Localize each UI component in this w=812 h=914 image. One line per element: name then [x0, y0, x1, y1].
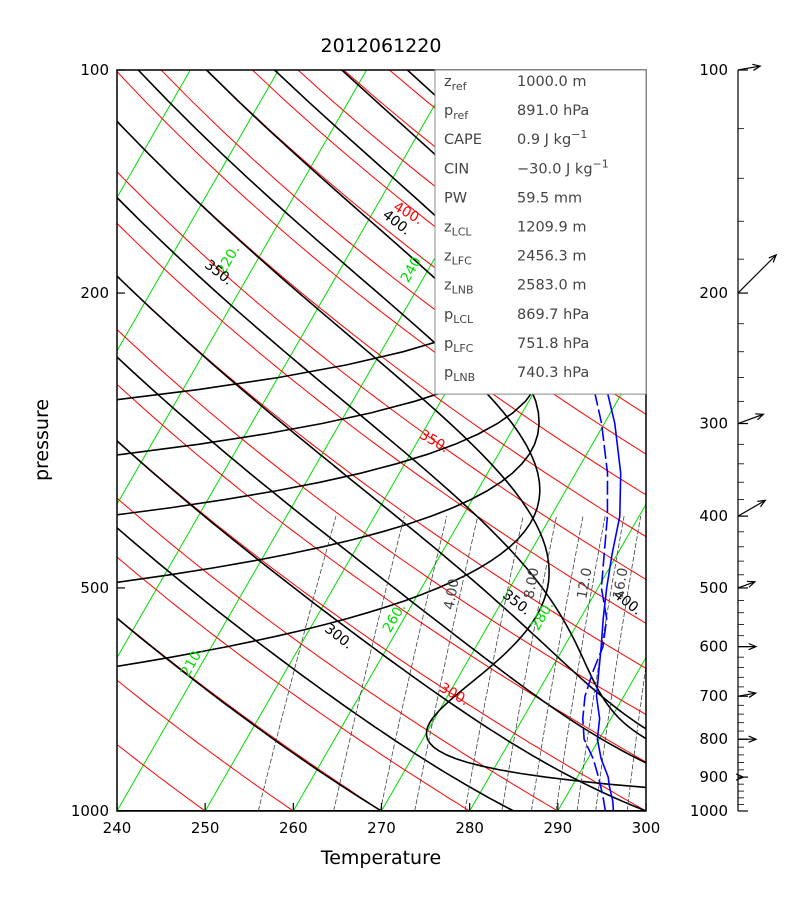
parameter-value: 1209.9 m: [517, 220, 586, 236]
y-tick-label: 200: [80, 284, 109, 302]
isotherm-label: 260.: [380, 601, 409, 636]
dry-adiabat-line: [0, 70, 812, 811]
parameter-value: 891.0 hPa: [517, 103, 589, 119]
dry-adiabat-line: [0, 70, 470, 811]
wind-level-label: 100: [699, 61, 728, 79]
chart-title: 2012061220: [321, 35, 442, 57]
parameter-name: CIN: [444, 161, 469, 177]
moist-adiabat-line: [0, 70, 812, 811]
x-tick-label: 300: [632, 819, 661, 837]
mixing-ratio-line: [577, 516, 624, 811]
moist-adiabat-line: [0, 70, 812, 811]
parameter-superscript: −1: [593, 157, 609, 170]
parameter-subscript: LNB: [452, 284, 474, 297]
wind-level-label: 900: [699, 768, 728, 786]
x-tick-label: 250: [191, 819, 220, 837]
wind-level-label: 500: [699, 579, 728, 597]
x-tick-label: 260: [279, 819, 308, 837]
dry-adiabat-line: [0, 70, 117, 811]
parameter-value: 59.5 mm: [517, 190, 582, 206]
moist-adiabat-line: [0, 70, 812, 811]
wind-profile-panel: 100 200 300 400 500 600 700 800 900 1000: [690, 61, 776, 820]
mixing-ratio-line: [258, 516, 336, 811]
y-tick-label: 1000: [71, 802, 109, 820]
x-tick-label: 270: [367, 819, 396, 837]
wind-level-label: 200: [699, 284, 728, 302]
dry-adiabat-line: [0, 70, 812, 811]
wind-level-label: 400: [699, 507, 728, 525]
wind-arrow-head: [757, 500, 765, 506]
mixing-ratio-label: 4.00: [441, 578, 462, 611]
parameter-subscript: LCL: [452, 226, 473, 239]
parameter-subscript: LCL: [453, 313, 474, 326]
isotherm-line: [646, 70, 812, 811]
wind-arrow-shaft: [738, 255, 776, 293]
dry-adiabat-line: [0, 70, 29, 811]
mixing-ratio-line: [654, 516, 693, 811]
parameter-value: 869.7 hPa: [517, 307, 589, 323]
x-tick-label: 280: [455, 819, 484, 837]
x-axis-label: Temperature: [320, 847, 441, 869]
x-tick-label: 240: [103, 819, 132, 837]
wind-level-label: 600: [699, 638, 728, 656]
moist-adiabat-line: [0, 70, 812, 811]
parameter-name: PW: [444, 190, 467, 206]
parameter-value: 740.3 hPa: [517, 365, 589, 381]
moist-adiabat-line: [1, 70, 812, 811]
parameter-name: CAPE: [444, 132, 482, 148]
isotherm-line: [0, 70, 190, 811]
moist-adiabat-line: [0, 70, 812, 811]
mixing-ratio-line: [415, 516, 478, 811]
wind-level-label: 700: [699, 687, 728, 705]
wind-level-label: 300: [699, 415, 728, 433]
isotherm-line: [0, 70, 14, 811]
y-tick-label: 100: [80, 61, 109, 79]
wind-level-label: 800: [699, 730, 728, 748]
parameter-value: 751.8 hPa: [517, 336, 589, 352]
dry-adiabat-line: [0, 70, 812, 811]
parameter-subscript: LFC: [453, 342, 473, 355]
x-tick-label: 290: [544, 819, 573, 837]
mixing-ratio-line: [596, 516, 641, 811]
mixing-ratio-line: [531, 516, 583, 811]
parameter-subscript: ref: [453, 109, 469, 122]
wind-arrow-shaft: [738, 500, 765, 516]
parameter-subscript: LNB: [453, 371, 475, 384]
wind-level-label: 1000: [690, 802, 728, 820]
parameter-superscript: −1: [571, 128, 587, 141]
parameter-subscript: LFC: [452, 255, 472, 268]
mixing-ratio-label: 8.00: [521, 567, 542, 600]
isotherm-line: [0, 70, 367, 811]
mixing-ratio-line: [556, 516, 605, 811]
y-tick-label: 500: [80, 579, 109, 597]
y-axis-label: pressure: [31, 399, 53, 481]
wind-arrow-shaft: [738, 414, 763, 423]
moist-adiabat-line: [0, 70, 812, 811]
mixing-ratio-label: 12.0: [574, 567, 595, 600]
parameter-value: 2583.0 m: [517, 278, 586, 294]
parameter-value: 1000.0 m: [517, 74, 586, 90]
parameter-value: 2456.3 m: [517, 249, 586, 265]
parameter-subscript: ref: [452, 80, 468, 93]
